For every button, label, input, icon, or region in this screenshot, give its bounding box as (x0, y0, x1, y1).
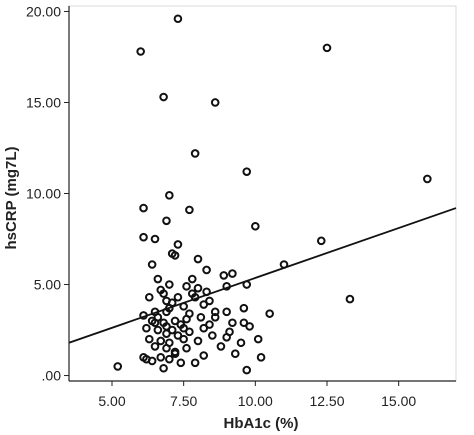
data-point (165, 354, 174, 364)
plot-border (68, 5, 457, 382)
data-point (239, 318, 249, 328)
data-point (173, 331, 183, 340)
data-point (182, 314, 191, 324)
data-point (139, 232, 148, 242)
data-point (196, 312, 206, 322)
points-layer (113, 14, 432, 375)
data-point (219, 271, 229, 280)
data-point (216, 342, 226, 351)
data-point (165, 191, 174, 200)
x-tick-label: 12.50 (309, 393, 344, 409)
data-point (228, 318, 237, 328)
data-point (139, 203, 148, 213)
data-point (208, 331, 217, 340)
data-point (251, 221, 260, 231)
data-point (156, 353, 166, 362)
x-tick-label: 10.00 (238, 393, 273, 409)
data-point (236, 338, 246, 348)
data-point (423, 174, 432, 184)
data-point (193, 283, 203, 293)
data-point (245, 322, 254, 331)
data-point (230, 349, 240, 358)
y-axis-title: hsCRP (mg7L) (3, 146, 20, 249)
data-point (199, 351, 209, 360)
data-point (193, 254, 203, 264)
data-point (182, 343, 191, 353)
data-point (150, 318, 160, 328)
x-axis-title: HbA1c (%) (223, 415, 298, 432)
data-point (228, 269, 237, 278)
data-point (136, 47, 145, 56)
data-point (179, 334, 188, 344)
data-point (316, 236, 326, 246)
data-point (265, 309, 274, 318)
data-point (159, 363, 168, 373)
data-point (205, 296, 214, 306)
data-point (113, 362, 123, 371)
data-point (167, 325, 177, 335)
data-point (159, 92, 168, 102)
data-point (345, 294, 355, 304)
data-point (156, 336, 166, 346)
data-point (187, 289, 197, 298)
data-point (153, 274, 163, 284)
data-point (159, 289, 168, 298)
y-tick-label: 10.00 (26, 186, 61, 202)
data-point (202, 265, 211, 275)
data-point (142, 323, 151, 333)
data-point (162, 216, 171, 226)
data-point (205, 320, 214, 329)
data-point (170, 316, 180, 326)
data-point (253, 334, 263, 344)
x-tick-label: 5.00 (98, 393, 125, 409)
data-point (242, 167, 252, 176)
data-point (239, 303, 249, 313)
data-point (182, 282, 191, 291)
data-point (173, 292, 183, 302)
data-point (190, 358, 200, 368)
data-point (322, 43, 332, 53)
plot-frame (68, 5, 457, 382)
data-point (144, 292, 154, 302)
data-point (210, 307, 220, 317)
data-point (222, 333, 231, 342)
data-point (199, 300, 209, 309)
data-point (185, 205, 194, 215)
y-tick-label: .00 (42, 368, 62, 384)
data-point (153, 325, 163, 335)
data-point (193, 336, 203, 346)
data-point (150, 342, 160, 351)
data-point (176, 358, 186, 368)
data-point (199, 323, 209, 333)
data-point (150, 234, 160, 244)
data-point (222, 307, 231, 317)
fit-line (68, 207, 457, 344)
data-point (170, 349, 180, 358)
y-tick-label: 15.00 (26, 94, 61, 110)
data-point (210, 98, 220, 107)
data-point (179, 323, 188, 333)
data-point (187, 274, 197, 284)
data-point (210, 312, 220, 322)
y-tick-label: 5.00 (34, 277, 61, 293)
data-point (190, 149, 200, 158)
ticks-layer: .00 5.00 10.00 15.00 20.00 5.00 7.50 10.00 12.50… (26, 3, 416, 409)
data-point (256, 353, 266, 362)
data-point (170, 251, 180, 260)
data-point (165, 280, 174, 289)
data-point (173, 14, 183, 24)
x-tick-label: 15.00 (381, 393, 416, 409)
data-point (173, 240, 183, 249)
data-point (144, 334, 154, 344)
data-point (142, 354, 151, 364)
data-point (162, 343, 171, 353)
fit-line-layer (68, 207, 457, 344)
x-tick-label: 7.50 (170, 393, 197, 409)
data-point (162, 322, 171, 331)
data-point (242, 365, 252, 375)
y-tick-label: 20.00 (26, 3, 61, 19)
data-point (147, 260, 157, 269)
data-point (185, 327, 194, 337)
